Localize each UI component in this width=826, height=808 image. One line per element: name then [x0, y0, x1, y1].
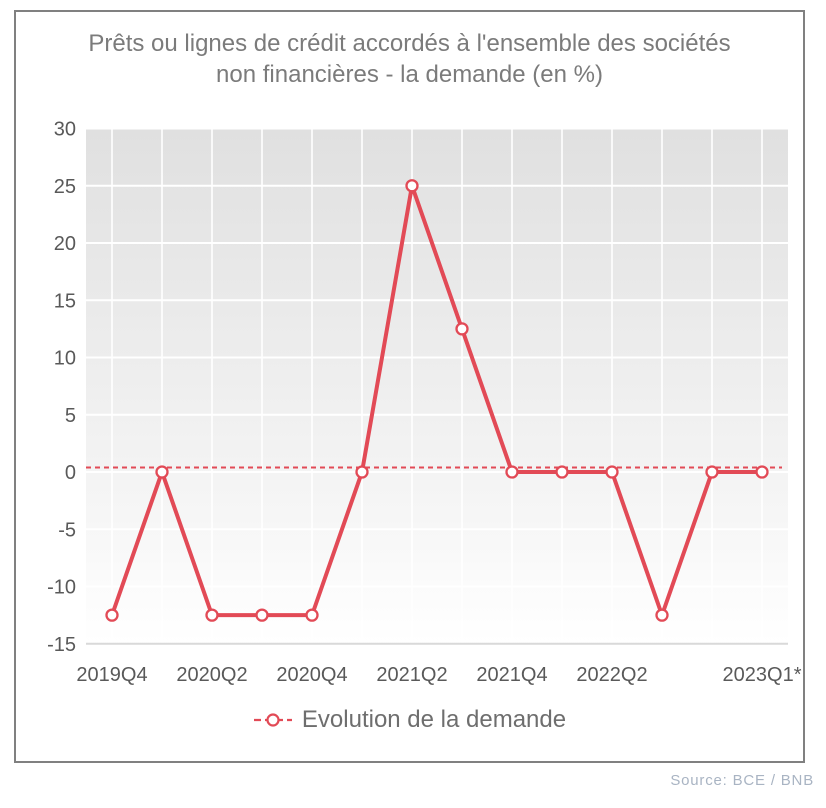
data-point-marker: [755, 465, 769, 479]
data-point-marker: [455, 322, 469, 336]
data-point-marker: [555, 465, 569, 479]
y-tick-label: 25: [54, 176, 76, 198]
y-tick-label: 10: [54, 348, 76, 370]
data-point-marker: [205, 608, 219, 622]
y-tick-label: 5: [65, 405, 76, 427]
data-point-marker: [405, 179, 419, 193]
source-note: Source: BCE / BNB: [670, 772, 814, 789]
x-tick-label: 2022Q2: [576, 664, 647, 686]
series-line: [110, 183, 764, 618]
x-tick-label: 2021Q4: [476, 664, 547, 686]
y-tick-label: 30: [54, 119, 76, 141]
data-point-marker: [355, 465, 369, 479]
data-point-marker: [605, 465, 619, 479]
x-tick-label: 2020Q2: [176, 664, 247, 686]
x-tick-label: 2020Q4: [276, 664, 347, 686]
data-point-marker: [155, 465, 169, 479]
plot-background: [86, 128, 788, 644]
y-tick-label: -10: [47, 577, 76, 599]
chart-container: Prêts ou lignes de crédit accordés à l'e…: [14, 10, 805, 763]
legend-line-marker-icon: [253, 713, 292, 727]
y-tick-label: 20: [54, 233, 76, 255]
y-tick-label: -15: [47, 634, 76, 656]
y-tick-label: -5: [58, 519, 76, 541]
data-point-marker: [705, 465, 719, 479]
x-tick-label: 2021Q2: [376, 664, 447, 686]
data-point-marker: [655, 608, 669, 622]
chart-title-line2: non financières - la demande (en %): [216, 61, 603, 88]
data-point-marker: [505, 465, 519, 479]
chart-title-line1: Prêts ou lignes de crédit accordés à l'e…: [88, 30, 731, 57]
data-point-marker: [305, 608, 319, 622]
y-tick-label: 0: [65, 462, 76, 484]
chart-title: Prêts ou lignes de crédit accordés à l'e…: [16, 28, 803, 90]
legend: Evolution de la demande: [16, 704, 803, 736]
data-point-marker: [105, 608, 119, 622]
legend-label: Evolution de la demande: [301, 706, 567, 733]
x-tick-label: 2019Q4: [76, 664, 147, 686]
data-point-marker: [255, 608, 269, 622]
y-tick-label: 15: [54, 290, 76, 312]
x-tick-label: 2023Q1*: [723, 664, 802, 686]
